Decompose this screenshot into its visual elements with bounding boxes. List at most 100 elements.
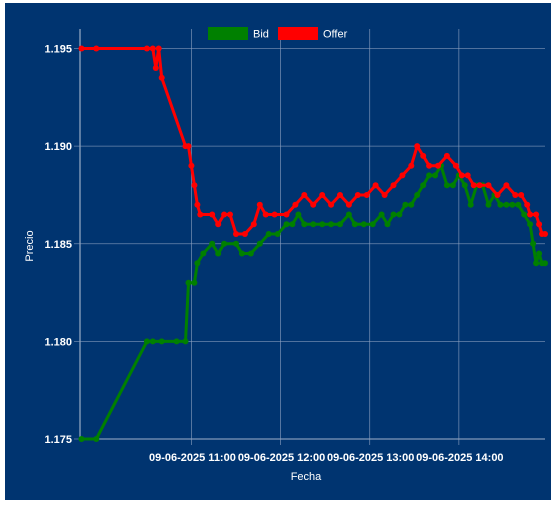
data-point-offer[interactable] (143, 45, 150, 52)
data-point-bid[interactable] (337, 221, 343, 228)
data-point-offer[interactable] (197, 211, 204, 218)
data-point-bid[interactable] (432, 172, 439, 179)
data-point-offer[interactable] (414, 143, 421, 150)
data-point-bid[interactable] (200, 250, 207, 257)
data-point-bid[interactable] (384, 221, 391, 228)
data-point-offer[interactable] (524, 201, 531, 208)
data-point-bid[interactable] (149, 338, 156, 345)
data-point-bid[interactable] (420, 182, 427, 189)
data-point-bid[interactable] (497, 201, 504, 208)
data-point-offer[interactable] (328, 201, 335, 208)
data-point-offer[interactable] (426, 162, 433, 169)
data-point-offer[interactable] (191, 182, 198, 189)
data-point-offer[interactable] (470, 182, 477, 189)
data-point-offer[interactable] (372, 182, 379, 189)
data-point-offer[interactable] (221, 211, 228, 218)
data-point-bid[interactable] (185, 279, 192, 286)
data-point-bid[interactable] (360, 221, 367, 228)
data-point-offer[interactable] (185, 143, 192, 150)
data-point-bid[interactable] (503, 201, 510, 208)
data-point-bid[interactable] (369, 221, 376, 228)
data-point-bid[interactable] (274, 231, 281, 237)
data-point-offer[interactable] (194, 201, 201, 208)
data-point-bid[interactable] (485, 201, 492, 208)
data-point-bid[interactable] (221, 240, 228, 247)
data-point-offer[interactable] (494, 192, 501, 198)
data-point-bid[interactable] (328, 221, 335, 228)
data-point-offer[interactable] (250, 221, 257, 228)
data-point-bid[interactable] (319, 221, 326, 228)
data-point-bid[interactable] (301, 221, 308, 228)
data-point-bid[interactable] (283, 221, 290, 228)
data-point-offer[interactable] (363, 192, 370, 198)
data-point-bid[interactable] (402, 201, 409, 208)
data-point-bid[interactable] (426, 172, 433, 179)
data-point-offer[interactable] (476, 182, 483, 189)
data-point-offer[interactable] (271, 211, 278, 218)
data-point-offer[interactable] (345, 201, 352, 208)
data-point-bid[interactable] (443, 182, 450, 189)
data-point-bid[interactable] (396, 211, 403, 218)
data-point-offer[interactable] (319, 192, 326, 198)
data-point-bid[interactable] (390, 211, 397, 218)
data-point-bid[interactable] (521, 211, 528, 218)
data-point-bid[interactable] (408, 201, 415, 208)
data-point-offer[interactable] (518, 192, 525, 198)
data-point-bid[interactable] (173, 338, 180, 345)
data-point-bid[interactable] (530, 240, 537, 247)
data-point-offer[interactable] (149, 45, 156, 52)
data-point-offer[interactable] (233, 231, 239, 237)
data-point-bid[interactable] (467, 201, 474, 208)
data-point-bid[interactable] (247, 250, 254, 257)
data-point-offer[interactable] (262, 211, 269, 218)
data-point-bid[interactable] (158, 338, 165, 345)
data-point-offer[interactable] (452, 162, 459, 169)
data-point-offer[interactable] (527, 211, 534, 218)
data-point-offer[interactable] (152, 65, 159, 71)
data-point-offer[interactable] (354, 192, 361, 198)
data-point-bid[interactable] (449, 182, 456, 189)
data-point-offer[interactable] (512, 192, 519, 198)
data-point-offer[interactable] (310, 201, 317, 208)
data-point-bid[interactable] (256, 240, 263, 247)
legend[interactable]: Bid Offer (208, 27, 348, 41)
data-point-bid[interactable] (345, 211, 352, 218)
data-point-bid[interactable] (414, 192, 421, 198)
data-point-offer[interactable] (533, 211, 540, 218)
data-point-offer[interactable] (93, 45, 100, 52)
data-point-offer[interactable] (209, 211, 216, 218)
data-point-bid[interactable] (515, 201, 522, 208)
data-point-bid[interactable] (143, 338, 150, 345)
data-point-bid[interactable] (461, 182, 468, 189)
data-point-offer[interactable] (542, 231, 548, 237)
data-point-bid[interactable] (542, 260, 548, 267)
data-point-bid[interactable] (209, 240, 216, 247)
data-point-offer[interactable] (503, 182, 510, 189)
data-point-bid[interactable] (93, 436, 100, 442)
data-point-bid[interactable] (295, 211, 302, 218)
data-point-bid[interactable] (194, 260, 201, 267)
data-point-offer[interactable] (158, 74, 165, 81)
data-point-offer[interactable] (458, 172, 465, 179)
data-point-offer[interactable] (292, 201, 299, 208)
data-point-offer[interactable] (536, 221, 543, 228)
data-point-offer[interactable] (283, 211, 290, 218)
legend-item-bid[interactable]: Bid (208, 27, 269, 41)
data-point-bid[interactable] (533, 260, 540, 267)
data-point-bid[interactable] (351, 221, 358, 228)
data-point-offer[interactable] (408, 162, 415, 169)
data-point-offer[interactable] (464, 172, 471, 179)
data-point-bid[interactable] (78, 436, 85, 442)
data-point-bid[interactable] (289, 221, 296, 228)
data-point-bid[interactable] (536, 250, 543, 257)
data-point-offer[interactable] (399, 172, 406, 179)
data-point-bid[interactable] (527, 221, 534, 228)
data-point-offer[interactable] (301, 192, 308, 198)
data-point-bid[interactable] (310, 221, 317, 228)
data-point-offer[interactable] (485, 182, 492, 189)
data-point-bid[interactable] (191, 279, 198, 286)
data-point-offer[interactable] (420, 152, 427, 159)
data-point-offer[interactable] (256, 201, 263, 208)
data-point-offer[interactable] (390, 182, 397, 189)
data-point-offer[interactable] (337, 192, 343, 198)
